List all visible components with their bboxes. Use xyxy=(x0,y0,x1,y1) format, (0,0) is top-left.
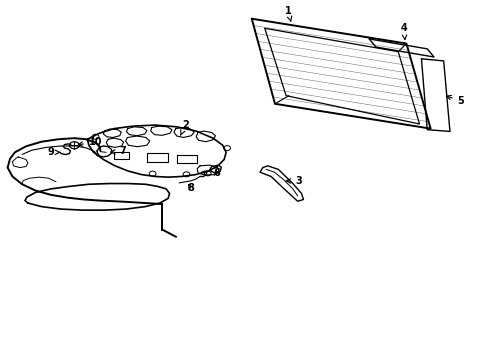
Text: 10: 10 xyxy=(78,137,102,147)
Text: 4: 4 xyxy=(400,23,407,40)
Text: 2: 2 xyxy=(181,120,188,135)
Text: 7: 7 xyxy=(110,147,126,157)
Text: 5: 5 xyxy=(446,95,464,106)
Text: 6: 6 xyxy=(213,168,220,179)
Text: 3: 3 xyxy=(285,176,302,186)
Text: 1: 1 xyxy=(284,6,291,22)
Text: 8: 8 xyxy=(186,183,193,193)
Text: 9: 9 xyxy=(48,147,60,157)
